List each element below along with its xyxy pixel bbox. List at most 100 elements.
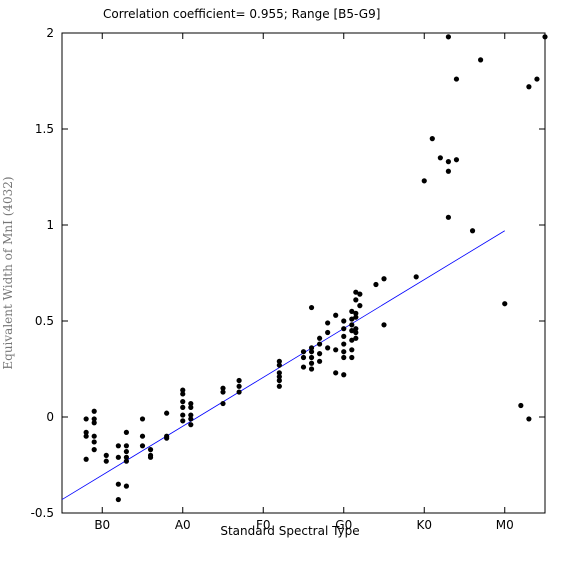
point xyxy=(123,443,129,449)
x-tick-label: M0 xyxy=(496,518,514,532)
x-tick-label: A0 xyxy=(175,518,191,532)
point xyxy=(180,412,186,418)
point xyxy=(123,448,129,455)
point xyxy=(276,374,282,380)
point xyxy=(308,360,315,366)
point xyxy=(139,416,146,422)
point xyxy=(437,155,443,161)
point xyxy=(139,443,146,449)
point xyxy=(180,391,186,397)
point xyxy=(308,349,315,355)
point xyxy=(526,416,532,422)
point xyxy=(429,136,435,142)
point xyxy=(373,281,379,288)
point xyxy=(276,358,282,364)
point xyxy=(333,312,339,318)
point xyxy=(188,400,194,407)
point xyxy=(445,34,451,40)
point xyxy=(349,316,355,322)
point xyxy=(300,364,307,370)
point xyxy=(325,345,331,351)
point xyxy=(220,400,226,407)
point xyxy=(333,370,339,376)
fit-line xyxy=(61,230,505,500)
x-axis-label: Standard Spectral Type xyxy=(220,524,359,538)
point xyxy=(308,366,315,372)
point xyxy=(180,404,186,410)
point xyxy=(164,435,170,441)
point xyxy=(341,354,347,361)
plot-frame xyxy=(61,32,546,514)
point xyxy=(502,301,508,307)
point xyxy=(123,458,129,464)
point xyxy=(180,387,186,393)
point xyxy=(341,333,347,339)
point xyxy=(83,429,89,435)
y-tick-label: 2 xyxy=(46,26,54,40)
point xyxy=(180,399,186,405)
point xyxy=(188,422,194,428)
point xyxy=(349,328,355,334)
point xyxy=(115,443,121,449)
point xyxy=(413,274,419,280)
point xyxy=(276,362,282,368)
point xyxy=(353,335,359,341)
point xyxy=(147,454,154,460)
point xyxy=(453,157,460,163)
point xyxy=(349,347,355,353)
point xyxy=(478,57,484,63)
point xyxy=(91,416,97,422)
point xyxy=(469,228,476,234)
x-tick-label: B0 xyxy=(94,518,110,532)
point xyxy=(123,454,129,460)
x-tick-label: K0 xyxy=(416,518,432,532)
point xyxy=(518,402,524,409)
point xyxy=(83,456,89,462)
point xyxy=(91,420,97,426)
y-tick-label: 0 xyxy=(46,410,54,424)
x-tick-label: G0 xyxy=(335,518,352,532)
point xyxy=(147,447,154,453)
point xyxy=(188,416,194,422)
point xyxy=(341,372,347,378)
point xyxy=(300,354,307,361)
point xyxy=(276,377,282,384)
point xyxy=(91,439,97,445)
point xyxy=(103,452,109,458)
point xyxy=(341,341,347,347)
point xyxy=(445,159,451,165)
y-axis-label: Equivalent Width of MnI (4032) xyxy=(1,176,15,369)
point xyxy=(188,404,194,410)
point xyxy=(349,322,355,328)
point xyxy=(180,418,186,424)
point xyxy=(123,429,129,435)
point xyxy=(83,433,89,439)
point xyxy=(445,168,451,174)
y-tick-label: -0.5 xyxy=(31,506,54,520)
x-tick-label: F0 xyxy=(256,518,271,532)
point xyxy=(349,337,355,343)
point xyxy=(341,318,347,324)
point xyxy=(357,291,363,297)
point xyxy=(91,433,97,439)
y-tick-label: 1.5 xyxy=(35,122,54,136)
point xyxy=(115,481,121,487)
point xyxy=(357,303,363,309)
point xyxy=(381,322,387,328)
point xyxy=(220,389,226,395)
chart-title: Correlation coefficient= 0.955; Range [B… xyxy=(103,7,380,21)
point xyxy=(91,408,97,414)
y-tick-label: 1 xyxy=(46,218,54,232)
point xyxy=(317,335,323,341)
point xyxy=(353,310,359,316)
point xyxy=(542,34,548,40)
point xyxy=(308,345,315,351)
point xyxy=(300,349,307,355)
point xyxy=(534,76,540,82)
point xyxy=(526,84,532,90)
point xyxy=(308,304,315,311)
point xyxy=(276,383,282,389)
point xyxy=(349,308,355,314)
